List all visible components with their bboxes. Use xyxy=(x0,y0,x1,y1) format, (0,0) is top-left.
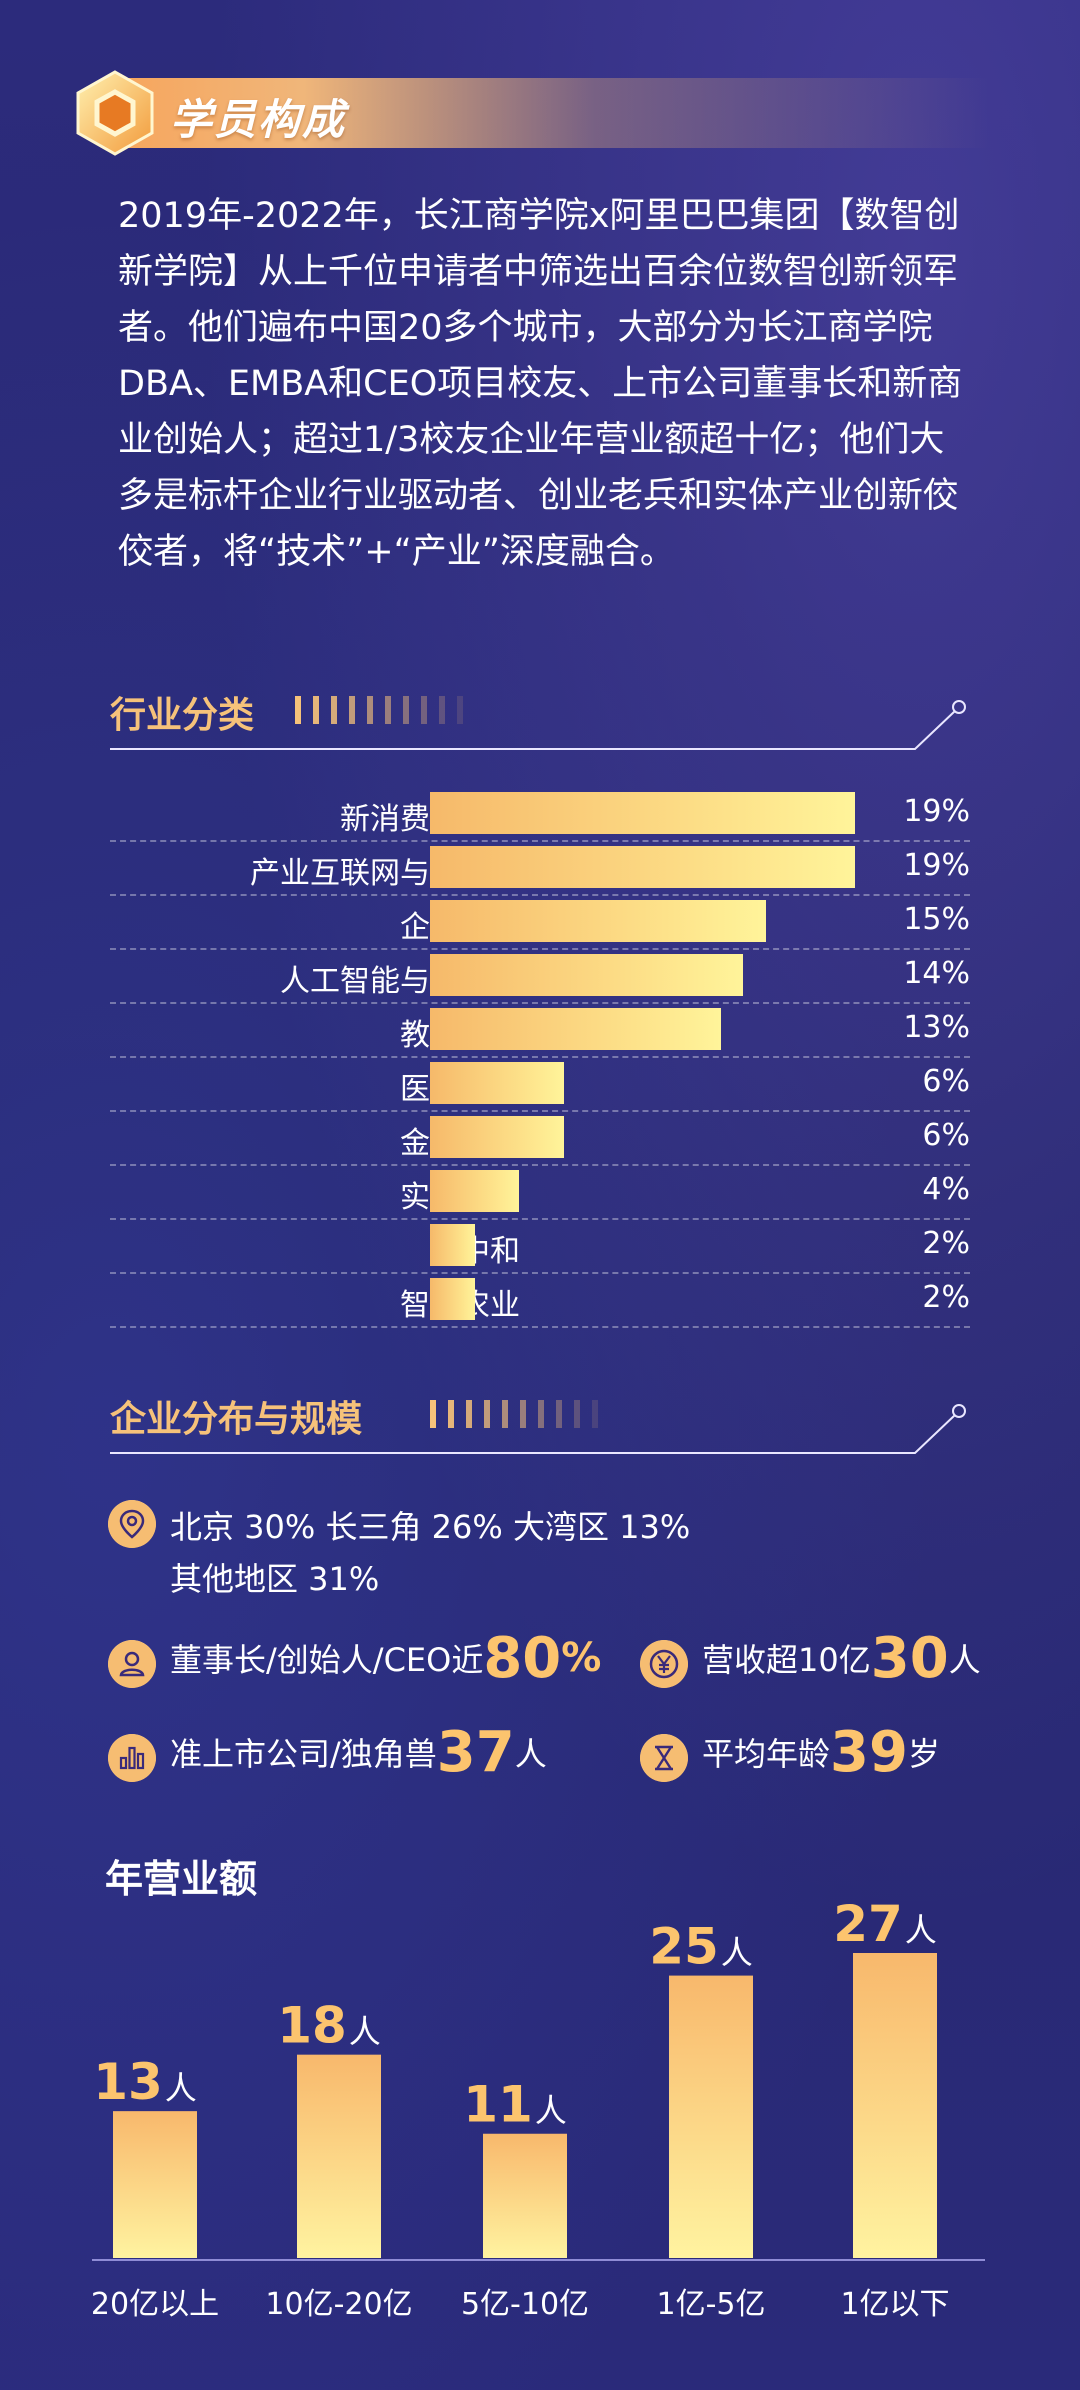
industry-value-label: 15% xyxy=(903,902,970,937)
industry-row: 实业创新4% xyxy=(110,1164,970,1220)
section-header-ribbon: 学员构成 xyxy=(70,68,1050,156)
industry-value-label: 6% xyxy=(922,1118,970,1153)
revenue-value-label: 13人 xyxy=(93,2053,197,2111)
industry-row: 智慧农业2% xyxy=(110,1272,970,1328)
section-divider-line xyxy=(110,1400,966,1454)
hourglass-icon xyxy=(640,1734,688,1782)
ceo-stat-suffix: % xyxy=(561,1635,602,1681)
header-ribbon-bg xyxy=(110,78,990,148)
revenue-bar xyxy=(297,2054,381,2258)
hexagon-badge-icon xyxy=(76,70,154,156)
industry-bar xyxy=(430,900,766,942)
industry-section-header: 行业分类 xyxy=(110,686,966,756)
revenue-category-label: 20亿以上 xyxy=(91,2287,219,2322)
revenue-category-label: 5亿-10亿 xyxy=(461,2287,589,2322)
header-title: 学员构成 xyxy=(170,95,347,144)
industry-value-label: 6% xyxy=(922,1064,970,1099)
distribution-section-title: 企业分布与规模 xyxy=(110,1399,363,1440)
listed-stat-value: 37 xyxy=(436,1720,515,1785)
ceo-stat: 董事长/创始人/CEO近80% xyxy=(170,1626,601,1691)
age-stat: 平均年龄39岁 xyxy=(702,1720,940,1785)
industry-value-label: 19% xyxy=(903,848,970,883)
revenue-value-label: 11人 xyxy=(463,2076,567,2134)
revenue-category-label: 10亿-20亿 xyxy=(265,2287,412,2322)
industry-row: 教育文娱13% xyxy=(110,1002,970,1058)
revenue-stat: 营收超10亿30人 xyxy=(702,1626,981,1691)
industry-value-label: 4% xyxy=(922,1172,970,1207)
person-icon xyxy=(108,1640,156,1688)
region-stats-line2: 其他地区 31% xyxy=(170,1560,380,1598)
industry-row: 人工智能与硬科技 14% xyxy=(110,948,970,1004)
industry-bar xyxy=(430,1008,721,1050)
revenue-value-label: 27人 xyxy=(833,1900,937,1953)
revenue-value-label: 25人 xyxy=(649,1918,753,1976)
revenue-category-label: 1亿以下 xyxy=(840,2287,949,2322)
industry-value-label: 2% xyxy=(922,1226,970,1261)
revenue-bar xyxy=(853,1953,937,2258)
ceo-stat-prefix: 董事长/创始人/CEO近 xyxy=(170,1641,484,1679)
intro-paragraph: 2019年-2022年，长江商学院x阿里巴巴集团【数智创新学院】从上千位申请者中… xyxy=(118,196,963,572)
industry-bar xyxy=(430,1062,565,1104)
listed-stat-suffix: 人 xyxy=(514,1735,547,1773)
industry-row: 新消费与营销19% xyxy=(110,786,970,842)
region-stats-line1: 北京 30% 长三角 26% 大湾区 13% xyxy=(170,1508,691,1546)
industry-section-title: 行业分类 xyxy=(110,695,255,736)
industry-row: 产业互联网与大数据 19% xyxy=(110,840,970,896)
industry-bar xyxy=(430,792,855,834)
revenue-bar-chart: 13人 20亿以上 18人 10亿-20亿 11人 5亿-10亿 25人 1亿-5亿 27人 1亿… xyxy=(91,1900,985,2322)
listed-stat-prefix: 准上市公司/独角兽 xyxy=(170,1735,437,1773)
revenue-bar xyxy=(113,2111,197,2258)
revenue-stat-suffix: 人 xyxy=(948,1641,981,1679)
age-stat-suffix: 岁 xyxy=(907,1735,940,1773)
industry-row: 企业服务15% xyxy=(110,894,970,950)
revenue-bar xyxy=(669,1975,753,2258)
yen-coin-icon xyxy=(640,1640,688,1688)
industry-value-label: 13% xyxy=(903,1010,970,1045)
location-pin-icon xyxy=(108,1500,156,1548)
industry-bar xyxy=(430,1116,565,1158)
section-divider-line xyxy=(110,696,966,750)
industry-bar xyxy=(430,954,744,996)
industry-bar xyxy=(430,846,855,888)
revenue-value-label: 18人 xyxy=(277,1997,381,2055)
industry-row: 碳中和 2% xyxy=(110,1218,970,1274)
revenue-category-label: 1亿-5亿 xyxy=(657,2287,766,2322)
industry-bar xyxy=(430,1170,520,1212)
revenue-stat-value: 30 xyxy=(870,1626,949,1691)
revenue-chart-title: 年营业额 xyxy=(105,1857,258,1901)
revenue-stat-prefix: 营收超10亿 xyxy=(702,1641,871,1679)
revenue-bar xyxy=(483,2133,567,2258)
industry-row: 医疗健康6% xyxy=(110,1056,970,1112)
industry-bar xyxy=(430,1278,475,1320)
ceo-stat-value: 80 xyxy=(483,1626,562,1691)
industry-row: 金融科技6% xyxy=(110,1110,970,1166)
age-stat-prefix: 平均年龄 xyxy=(702,1735,831,1773)
bar-chart-icon xyxy=(108,1734,156,1782)
age-stat-value: 39 xyxy=(830,1720,908,1785)
industry-value-label: 19% xyxy=(903,794,970,829)
industry-bar xyxy=(430,1224,475,1266)
listed-stat: 准上市公司/独角兽37人 xyxy=(170,1720,547,1785)
industry-value-label: 14% xyxy=(903,956,970,991)
industry-value-label: 2% xyxy=(922,1280,970,1315)
distribution-section-header: 企业分布与规模 xyxy=(110,1390,966,1460)
